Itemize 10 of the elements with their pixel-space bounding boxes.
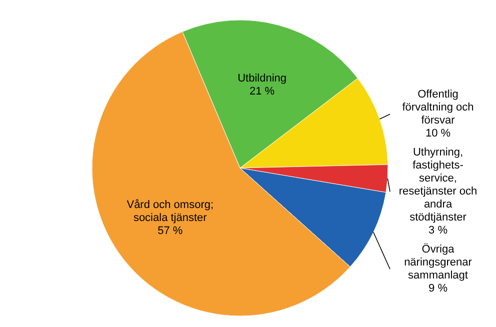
data-label: 3 % xyxy=(428,224,448,237)
slice-label: Offentlig förvaltning och försvar xyxy=(402,88,474,127)
data-label: 57 % xyxy=(158,224,183,237)
slice-label: Vård och omsorg; sociala tjänster xyxy=(126,198,214,224)
slice-label: Uthyrning, fastighets-service, resetjänster och andra stödtjänster xyxy=(398,146,478,224)
slice-label: Övriga näringsgrenar sammanlagt xyxy=(404,242,472,282)
slice-label: Utbildning xyxy=(238,72,287,85)
data-label: 10 % xyxy=(425,128,451,140)
data-label: 9 % xyxy=(428,282,448,295)
data-label: 21 % xyxy=(250,86,275,98)
